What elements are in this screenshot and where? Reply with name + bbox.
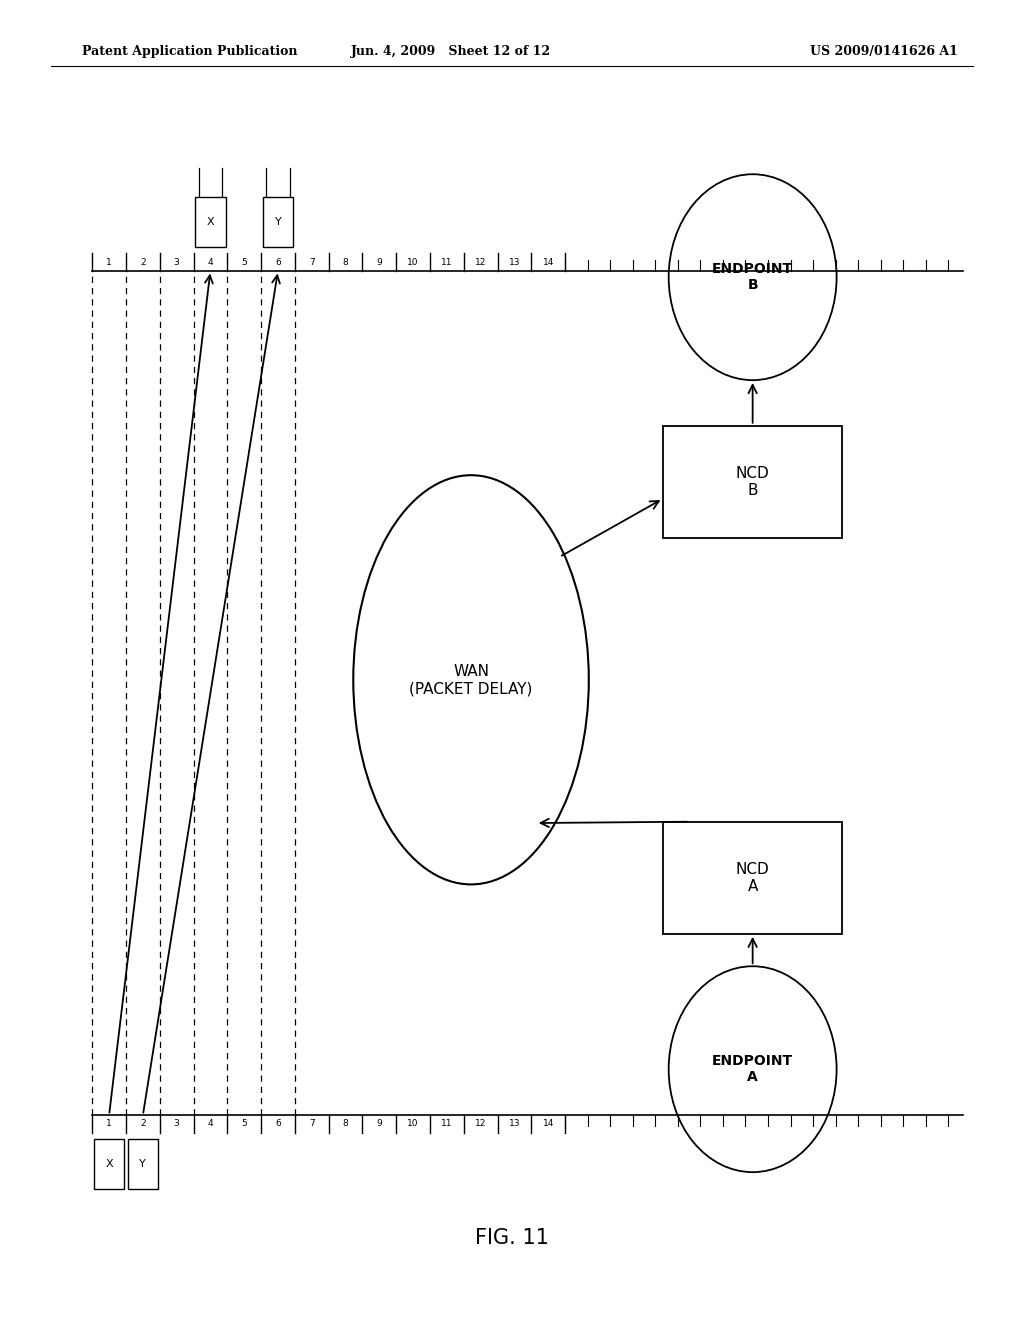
Bar [128, 1139, 158, 1189]
Text: 6: 6 [275, 257, 281, 267]
Text: ENDPOINT
A: ENDPOINT A [712, 1055, 794, 1084]
Text: NCD
B: NCD B [736, 466, 769, 498]
Text: 1: 1 [106, 1119, 112, 1129]
Text: 9: 9 [377, 257, 382, 267]
Bar [196, 197, 225, 247]
Text: 7: 7 [309, 1119, 314, 1129]
Text: ENDPOINT
B: ENDPOINT B [712, 263, 794, 292]
Text: 8: 8 [343, 1119, 348, 1129]
Text: Y: Y [139, 1159, 146, 1170]
Text: 2: 2 [140, 1119, 145, 1129]
Text: 9: 9 [377, 1119, 382, 1129]
Text: 2: 2 [140, 257, 145, 267]
Text: Y: Y [274, 216, 282, 227]
Text: 10: 10 [408, 257, 419, 267]
Text: 4: 4 [208, 257, 213, 267]
Text: 5: 5 [242, 1119, 247, 1129]
Text: NCD
A: NCD A [736, 862, 769, 894]
Text: 14: 14 [543, 1119, 554, 1129]
Text: 10: 10 [408, 1119, 419, 1129]
Text: WAN
(PACKET DELAY): WAN (PACKET DELAY) [410, 664, 532, 696]
Text: Jun. 4, 2009   Sheet 12 of 12: Jun. 4, 2009 Sheet 12 of 12 [350, 45, 551, 58]
Text: 14: 14 [543, 257, 554, 267]
Text: 7: 7 [309, 257, 314, 267]
Text: X: X [105, 1159, 113, 1170]
Text: 6: 6 [275, 1119, 281, 1129]
Text: Patent Application Publication: Patent Application Publication [82, 45, 297, 58]
Text: 13: 13 [509, 257, 520, 267]
Text: 8: 8 [343, 257, 348, 267]
Bar [664, 425, 842, 539]
Text: 12: 12 [475, 1119, 486, 1129]
Bar [94, 1139, 124, 1189]
Bar [263, 197, 293, 247]
Text: 1: 1 [106, 257, 112, 267]
Text: 11: 11 [441, 1119, 453, 1129]
Text: 4: 4 [208, 1119, 213, 1129]
Text: 11: 11 [441, 257, 453, 267]
Text: X: X [207, 216, 214, 227]
Text: 5: 5 [242, 257, 247, 267]
Text: US 2009/0141626 A1: US 2009/0141626 A1 [810, 45, 957, 58]
Bar [664, 821, 842, 935]
Text: FIG. 11: FIG. 11 [475, 1228, 549, 1249]
Text: 3: 3 [174, 1119, 179, 1129]
Text: 13: 13 [509, 1119, 520, 1129]
Text: 3: 3 [174, 257, 179, 267]
Text: 12: 12 [475, 257, 486, 267]
